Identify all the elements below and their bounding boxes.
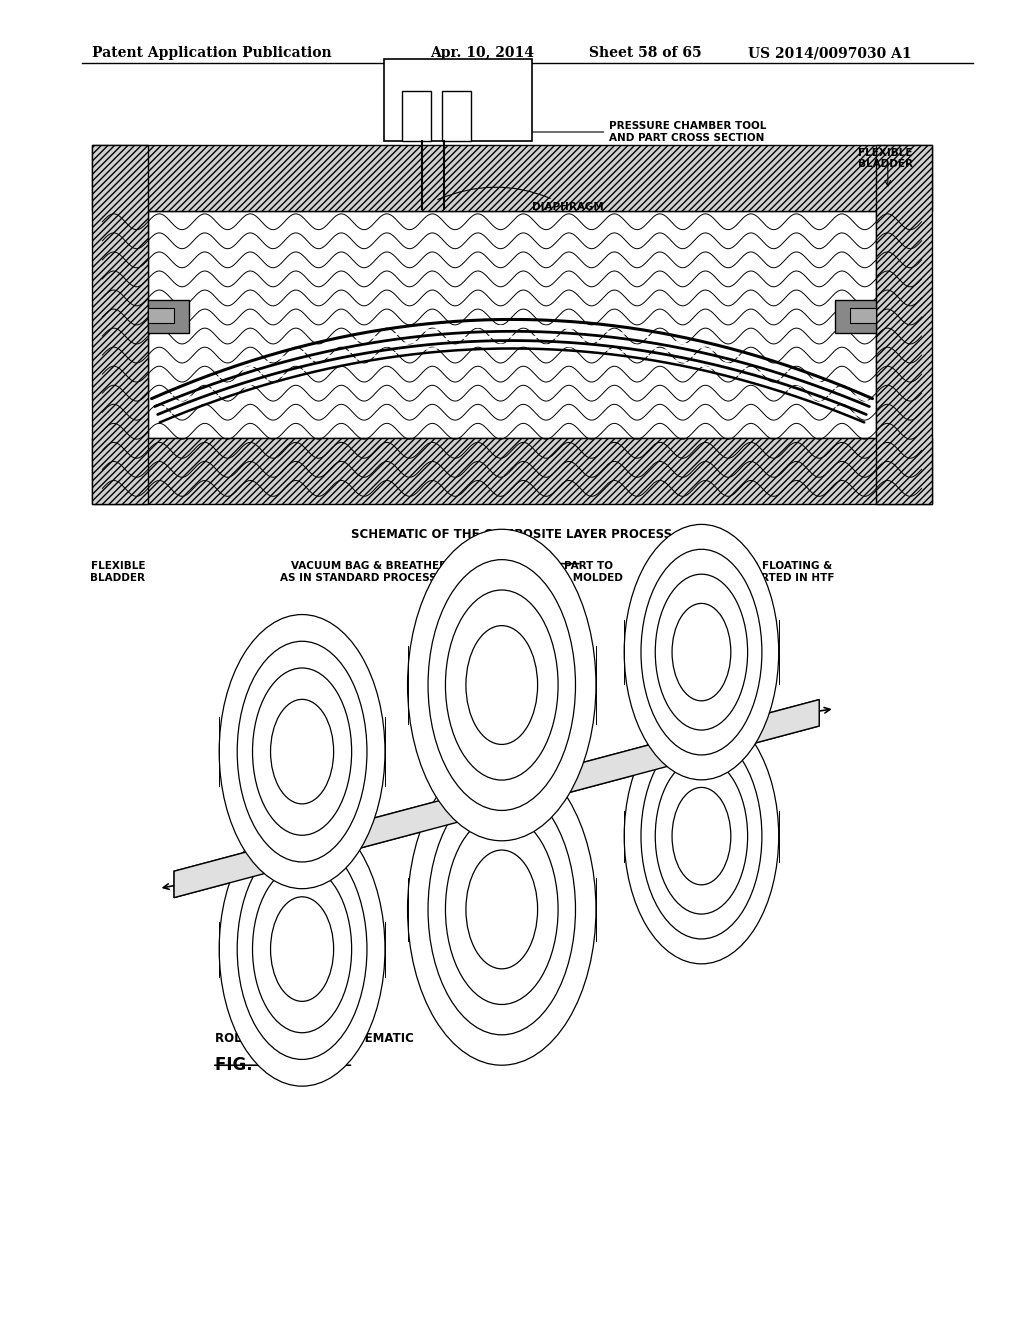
Bar	[92, 145, 148, 504]
Bar	[835, 300, 876, 333]
Ellipse shape	[219, 812, 385, 1086]
Ellipse shape	[428, 560, 575, 810]
Text: FIG.  77: FIG. 77	[476, 554, 548, 573]
Ellipse shape	[625, 709, 778, 964]
Ellipse shape	[655, 574, 748, 730]
Bar	[92, 438, 932, 504]
Text: Apr. 10, 2014: Apr. 10, 2014	[430, 46, 535, 61]
Text: US 2014/0097030 A1: US 2014/0097030 A1	[748, 46, 911, 61]
Polygon shape	[174, 700, 819, 898]
Ellipse shape	[219, 615, 385, 888]
Bar	[148, 211, 876, 438]
Text: ROLLER FORMING SCHEMATIC: ROLLER FORMING SCHEMATIC	[215, 1032, 414, 1045]
Ellipse shape	[641, 734, 762, 939]
Ellipse shape	[672, 788, 731, 884]
Ellipse shape	[428, 784, 575, 1035]
Text: VACUUM BAG & BREATHER
AS IN STANDARD PROCESSING: VACUUM BAG & BREATHER AS IN STANDARD PRO…	[280, 561, 458, 582]
Ellipse shape	[445, 814, 558, 1005]
Ellipse shape	[253, 668, 351, 836]
Ellipse shape	[270, 896, 334, 1002]
Ellipse shape	[466, 850, 538, 969]
Ellipse shape	[408, 529, 596, 841]
Bar	[148, 308, 174, 323]
Text: PART TO
BE MOLDED: PART TO BE MOLDED	[554, 561, 624, 582]
Ellipse shape	[270, 700, 334, 804]
Bar	[148, 300, 189, 333]
Ellipse shape	[253, 866, 351, 1032]
Text: Patent Application Publication: Patent Application Publication	[92, 46, 332, 61]
Ellipse shape	[466, 626, 538, 744]
Ellipse shape	[238, 642, 367, 862]
Text: SCHEMATIC OF THE COMPOSITE LAYER PROCESS: SCHEMATIC OF THE COMPOSITE LAYER PROCESS	[351, 528, 673, 541]
Text: FLEXIBLE
BLADDER: FLEXIBLE BLADDER	[858, 148, 913, 169]
Ellipse shape	[672, 603, 731, 701]
Bar	[442, 91, 471, 141]
Text: FLEXIBLE
BLADDER: FLEXIBLE BLADDER	[90, 561, 145, 582]
Text: PRESSURE CHAMBER TOOL
AND PART CROSS SECTION: PRESSURE CHAMBER TOOL AND PART CROSS SEC…	[467, 121, 767, 143]
Text: Sheet 58 of 65: Sheet 58 of 65	[589, 46, 701, 61]
Text: FIG.  78: FIG. 78	[215, 1056, 288, 1074]
Ellipse shape	[238, 838, 367, 1060]
Polygon shape	[174, 700, 819, 898]
Ellipse shape	[408, 754, 596, 1065]
Ellipse shape	[641, 549, 762, 755]
Bar	[402, 91, 431, 141]
Bar	[92, 145, 932, 211]
Ellipse shape	[445, 590, 558, 780]
Bar	[850, 308, 876, 323]
Ellipse shape	[625, 524, 778, 780]
Ellipse shape	[655, 758, 748, 913]
Text: DIAPHRAGM: DIAPHRAGM	[437, 187, 604, 213]
Bar	[876, 145, 932, 504]
Text: MOLD FLOATING &
SUPPORTED IN HTF: MOLD FLOATING & SUPPORTED IN HTF	[722, 561, 835, 582]
Bar	[384, 59, 532, 141]
